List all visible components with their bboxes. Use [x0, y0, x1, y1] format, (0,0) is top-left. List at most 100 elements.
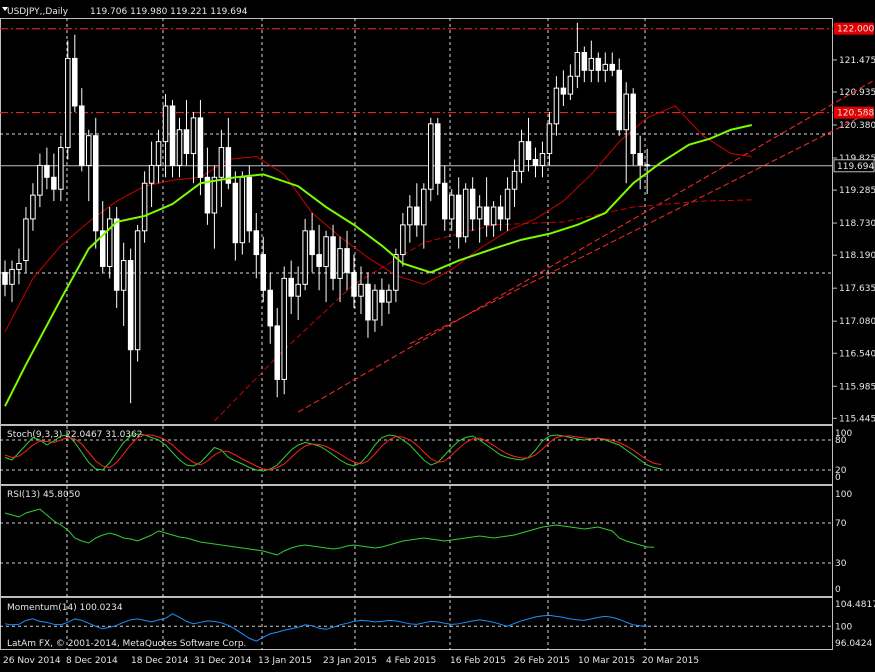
candle-body: [414, 206, 420, 226]
candle-body: [407, 206, 413, 226]
y-tick-label: 121.475: [839, 56, 875, 66]
y-tick-label: 117.635: [839, 284, 875, 294]
y-tick-label: 119.285: [839, 186, 875, 196]
candle-body: [595, 57, 602, 71]
candle-body: [428, 123, 434, 190]
candle-body: [141, 182, 148, 232]
candle-body: [602, 63, 609, 71]
y-tick-label: 115.985: [839, 382, 875, 392]
candle-body: [435, 123, 441, 184]
candle-body: [400, 224, 406, 256]
x-tick-label: 10 Mar 2015: [578, 656, 635, 666]
momentum-line: [4, 613, 648, 642]
candle-body: [225, 147, 232, 184]
x-tick-label: 18 Dec 2014: [131, 656, 189, 666]
candle-body: [309, 230, 315, 256]
candle-body: [176, 129, 183, 166]
candle-body: [148, 164, 155, 184]
x-tick-label: 13 Jan 2015: [258, 656, 312, 666]
candle-body: [274, 325, 280, 380]
stoch-axis-label: 20: [835, 466, 847, 476]
stoch-axis-label: 100: [835, 429, 852, 439]
candle-body: [567, 75, 574, 95]
candle-body: [574, 51, 581, 77]
candle-body: [504, 188, 511, 220]
stoch-signal-line: [4, 434, 662, 471]
candle-body: [281, 277, 287, 380]
ma-long-line: [214, 199, 752, 422]
candle-body: [616, 69, 622, 131]
momentum-label: Momentum(14) 100.0234: [7, 603, 123, 613]
candle-body: [295, 283, 301, 297]
candle-body: [169, 105, 176, 166]
candle-body: [455, 194, 462, 238]
candle-body: [253, 230, 260, 256]
candle-body: [330, 236, 336, 279]
x-tick-label: 8 Dec 2014: [66, 656, 118, 666]
candle-body: [623, 93, 629, 131]
rsi-label: RSI(13) 45.8050: [7, 490, 80, 500]
x-tick-label: 31 Dec 2014: [194, 656, 252, 666]
candle-body: [644, 164, 650, 167]
candle-body: [106, 218, 113, 267]
candle-body: [204, 176, 211, 214]
y-tick-label: 118.730: [839, 219, 875, 229]
price-tag-label: 122.000: [837, 25, 874, 35]
candle-body: [92, 135, 99, 232]
trendline: [409, 111, 871, 345]
header-title: USDJPY,,Daily: [7, 7, 69, 17]
candle-body: [637, 153, 643, 166]
candle-body: [99, 230, 106, 267]
candle-body: [609, 63, 616, 71]
candle-body: [393, 254, 399, 291]
candle-body: [155, 141, 162, 166]
x-tick-label: 20 Mar 2015: [642, 656, 699, 666]
candle-body: [44, 164, 50, 178]
candle-body: [476, 206, 483, 220]
candle-body: [183, 129, 190, 155]
candle-body: [532, 158, 539, 166]
x-tick-label: 4 Feb 2015: [386, 656, 436, 666]
pane-border: [0, 18, 833, 425]
candle-body: [37, 164, 43, 196]
candle-body: [588, 57, 595, 71]
pane-border: [0, 597, 833, 650]
candle-body: [553, 87, 560, 125]
y-tick-label: 119.825: [839, 154, 875, 164]
menu-triangle-icon[interactable]: [2, 7, 8, 11]
candle-body: [134, 230, 141, 351]
candle-body: [365, 283, 371, 321]
candle-body: [337, 248, 343, 279]
candle-body: [497, 206, 504, 220]
candle-body: [386, 289, 392, 303]
candle-body: [79, 105, 85, 166]
candle-body: [218, 147, 225, 178]
price-tag-label: 119.694: [837, 162, 874, 172]
candle-body: [302, 230, 308, 285]
y-tick-label: 116.540: [839, 349, 875, 359]
candle-body: [351, 271, 357, 297]
momentum-axis-label: 100: [835, 622, 852, 632]
candle-body: [23, 218, 29, 262]
rsi-axis-label: 30: [835, 559, 847, 569]
x-tick-label: 26 Nov 2014: [3, 656, 61, 666]
stoch-axis-label: 0: [835, 473, 841, 483]
candle-body: [316, 254, 322, 267]
momentum-axis-label: 96.0424: [835, 639, 872, 649]
y-tick-label: 117.080: [839, 317, 875, 327]
candle-body: [58, 147, 64, 190]
candle-body: [190, 117, 197, 155]
momentum-axis-label: 104.4817: [835, 600, 875, 610]
x-tick-label: 23 Jan 2015: [323, 656, 377, 666]
candle-body: [51, 176, 57, 190]
candle-body: [30, 194, 36, 220]
rsi-axis-label: 0: [835, 585, 841, 595]
x-tick-label: 16 Feb 2015: [450, 656, 506, 666]
candle-body: [2, 271, 8, 285]
stoch-main-line: [4, 433, 662, 472]
rsi-axis-label: 100: [835, 490, 852, 500]
x-tick-label: 26 Feb 2015: [514, 656, 570, 666]
